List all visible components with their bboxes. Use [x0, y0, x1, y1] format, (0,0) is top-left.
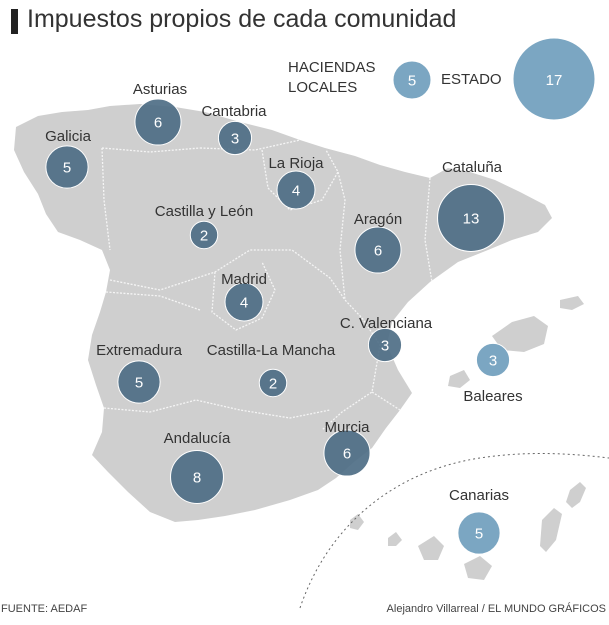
canary-island-2: [388, 532, 402, 546]
region-label: Cantabria: [201, 103, 267, 120]
region-label: Asturias: [133, 81, 187, 98]
region-bubble: [258, 368, 288, 398]
region-value: 2: [269, 376, 277, 393]
region-castilla-y-leon: 2 Castilla y León: [155, 203, 253, 250]
region-bubble: [323, 429, 371, 477]
region-madrid: 4 Madrid: [221, 271, 267, 322]
region-layer: 6 Asturias 3 Cantabria 5 Galicia 4 La Rioja 13 Ca…: [45, 81, 523, 555]
legend-haciendas-label: HACIENDAS LOCALES: [288, 58, 376, 98]
legend-haciendas-bubble: 5: [392, 60, 432, 100]
region-bubble: [217, 120, 253, 156]
region-label: Galicia: [45, 128, 92, 145]
region-label: Castilla y León: [155, 203, 253, 220]
region-value: 4: [240, 295, 248, 312]
page-title: Impuestos propios de cada comunidad: [27, 5, 457, 33]
region-murcia: 6 Murcia: [323, 419, 371, 477]
region-label: Extremadura: [96, 342, 183, 359]
region-label: Madrid: [221, 271, 267, 288]
legend-haciendas-line1: HACIENDAS: [288, 59, 376, 76]
region-value: 13: [463, 211, 480, 228]
region-bubble: [276, 170, 316, 210]
region-value: 8: [193, 470, 201, 487]
region-andalucia: 8 Andalucía: [164, 430, 231, 504]
canary-island-4: [464, 556, 492, 580]
canarias-separator: [299, 453, 609, 609]
region-la-rioja: 4 La Rioja: [268, 155, 324, 210]
source-note: FUENTE: AEDAF: [1, 603, 88, 615]
region-label: Aragón: [354, 211, 402, 228]
region-value: 6: [154, 115, 162, 132]
mainland-spain: [14, 104, 552, 522]
region-label: Baleares: [463, 388, 522, 405]
legend-haciendas-line2: LOCALES: [288, 79, 358, 96]
legend-estado-value: 17: [546, 72, 563, 89]
mallorca: [492, 316, 548, 352]
region-label: La Rioja: [268, 155, 324, 172]
legend-estado-bubble: 17: [512, 37, 596, 121]
region-label: Castilla-La Mancha: [207, 342, 336, 359]
region-castilla-la-mancha: 2 Castilla-La Mancha: [207, 342, 336, 398]
region-cataluna: 13 Cataluña: [437, 159, 505, 252]
region-value: 3: [381, 338, 389, 355]
region-aragon: 6 Aragón: [354, 211, 402, 274]
legend-haciendas-value: 5: [408, 73, 416, 90]
region-canarias: 5 Canarias: [449, 487, 509, 555]
canary-island-5: [540, 508, 562, 552]
region-label: Canarias: [449, 487, 509, 504]
region-bubble: [475, 342, 511, 378]
menorca: [560, 296, 584, 310]
region-bubble: [224, 282, 264, 322]
credit-note: Alejandro Villarreal / EL MUNDO GRÁFICOS: [386, 603, 606, 615]
region-label: Andalucía: [164, 430, 231, 447]
canary-island-6: [566, 482, 586, 508]
region-label: Murcia: [324, 419, 370, 436]
region-value: 5: [135, 375, 143, 392]
region-value: 4: [292, 183, 300, 200]
region-label: C. Valenciana: [340, 315, 433, 332]
region-value: 5: [63, 160, 71, 177]
region-value: 6: [343, 446, 351, 463]
region-value: 3: [489, 353, 497, 370]
region-label: Cataluña: [442, 159, 503, 176]
canary-island-3: [418, 536, 444, 560]
region-asturias: 6 Asturias: [133, 81, 187, 146]
ibiza: [448, 370, 470, 388]
region-galicia: 5 Galicia: [45, 128, 92, 189]
region-cantabria: 3 Cantabria: [201, 103, 267, 156]
region-baleares: 3 Baleares: [463, 342, 523, 405]
region-c-valenciana: 3 C. Valenciana: [340, 315, 433, 363]
region-bubble: [189, 220, 219, 250]
region-bubble: [354, 226, 402, 274]
region-extremadura: 5 Extremadura: [96, 342, 183, 404]
region-bubble: [437, 184, 505, 252]
region-value: 5: [475, 526, 483, 543]
region-bubble: [134, 98, 182, 146]
region-bubble: [117, 360, 161, 404]
region-value: 6: [374, 243, 382, 260]
region-value: 3: [231, 131, 239, 148]
canary-island-1: [350, 514, 364, 530]
region-bubble: [367, 327, 403, 363]
region-bubble: [170, 450, 224, 504]
region-value: 2: [200, 228, 208, 245]
region-bubble: [457, 511, 501, 555]
legend-estado-label: ESTADO: [441, 71, 502, 88]
region-bubble: [45, 145, 89, 189]
title-bar: [11, 9, 18, 34]
